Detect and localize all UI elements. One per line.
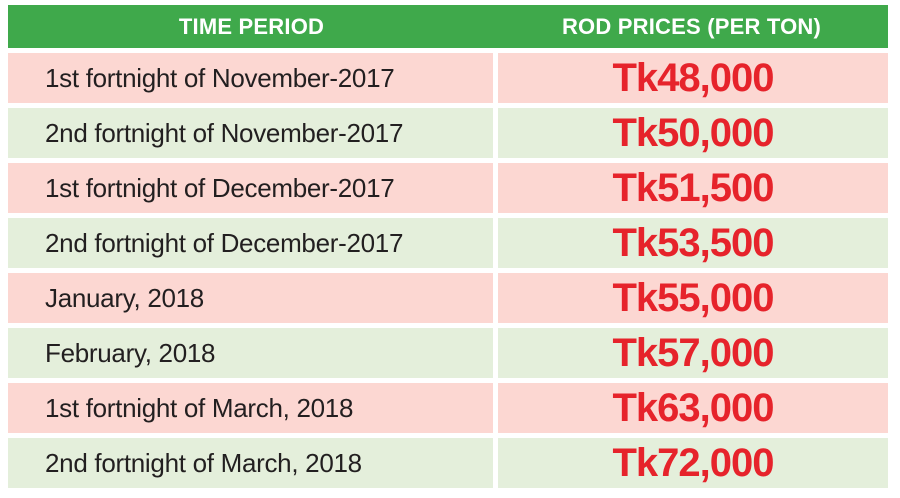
table-row: 2nd fortnight of December-2017 Tk53,500 — [8, 218, 888, 268]
time-period-cell: February, 2018 — [8, 328, 493, 378]
rod-price-cell: Tk50,000 — [498, 108, 888, 158]
time-period-cell: 1st fortnight of December-2017 — [8, 163, 493, 213]
rod-price-cell: Tk72,000 — [498, 438, 888, 488]
rod-price-cell: Tk63,000 — [498, 383, 888, 433]
rod-price-table: TIME PERIOD ROD PRICES (PER TON) 1st for… — [8, 5, 888, 488]
table-row: 1st fortnight of March, 2018 Tk63,000 — [8, 383, 888, 433]
table-row: February, 2018 Tk57,000 — [8, 328, 888, 378]
table-body: 1st fortnight of November-2017 Tk48,000 … — [8, 53, 888, 488]
table-row: 1st fortnight of November-2017 Tk48,000 — [8, 53, 888, 103]
table-row: 1st fortnight of December-2017 Tk51,500 — [8, 163, 888, 213]
table-row: 2nd fortnight of November-2017 Tk50,000 — [8, 108, 888, 158]
table-header: TIME PERIOD ROD PRICES (PER TON) — [8, 5, 888, 48]
rod-price-cell: Tk57,000 — [498, 328, 888, 378]
column-header-rod-prices: ROD PRICES (PER TON) — [561, 13, 822, 39]
table-row: 2nd fortnight of March, 2018 Tk72,000 — [8, 438, 888, 488]
rod-price-cell: Tk53,500 — [498, 218, 888, 268]
rod-price-cell: Tk48,000 — [498, 53, 888, 103]
time-period-cell: 2nd fortnight of December-2017 — [8, 218, 493, 268]
time-period-cell: January, 2018 — [8, 273, 493, 323]
rod-price-cell: Tk51,500 — [498, 163, 888, 213]
table-row: January, 2018 Tk55,000 — [8, 273, 888, 323]
time-period-cell: 1st fortnight of March, 2018 — [8, 383, 493, 433]
time-period-cell: 1st fortnight of November-2017 — [8, 53, 493, 103]
time-period-cell: 2nd fortnight of November-2017 — [8, 108, 493, 158]
time-period-cell: 2nd fortnight of March, 2018 — [8, 438, 493, 488]
column-header-time-period: TIME PERIOD — [178, 13, 325, 39]
rod-price-cell: Tk55,000 — [498, 273, 888, 323]
